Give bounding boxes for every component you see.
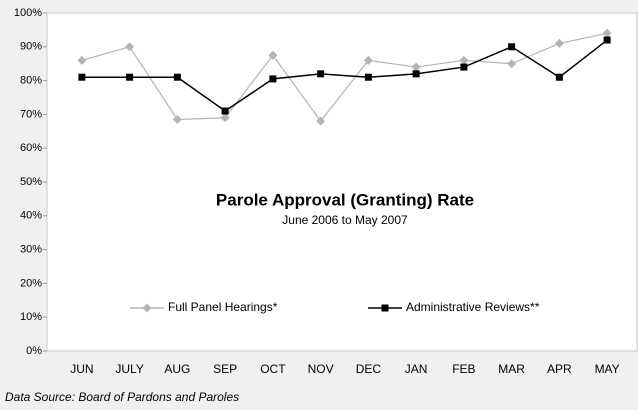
series-line bbox=[81, 39, 608, 112]
marker bbox=[172, 114, 182, 124]
x-tick-label: OCT bbox=[260, 362, 286, 376]
x-tick-label: APR bbox=[547, 362, 572, 376]
x-tick-label: FEB bbox=[452, 362, 475, 376]
x-tick-label: NOV bbox=[308, 362, 334, 376]
legend-label: Full Panel Hearings* bbox=[168, 300, 278, 314]
y-tick-label: 20% bbox=[20, 277, 42, 289]
marker bbox=[554, 38, 564, 48]
marker bbox=[173, 73, 181, 81]
plot-area bbox=[46, 12, 638, 352]
y-tick-label: 100% bbox=[14, 7, 42, 19]
marker bbox=[77, 55, 87, 65]
source-note: Data Source: Board of Pardons and Parole… bbox=[5, 390, 239, 404]
marker bbox=[269, 75, 277, 83]
y-tick-label: 40% bbox=[20, 210, 42, 222]
marker bbox=[316, 116, 326, 126]
marker bbox=[602, 28, 612, 38]
marker bbox=[411, 62, 421, 72]
marker bbox=[507, 59, 517, 69]
marker bbox=[412, 70, 420, 78]
marker bbox=[142, 303, 152, 313]
marker bbox=[317, 70, 325, 78]
marker bbox=[363, 55, 373, 65]
marker bbox=[508, 43, 516, 51]
marker bbox=[268, 50, 278, 60]
x-tick-label: AUG bbox=[164, 362, 190, 376]
legend-label: Administrative Reviews** bbox=[406, 300, 540, 314]
x-tick-label: JULY bbox=[115, 362, 143, 376]
marker bbox=[364, 73, 372, 81]
marker bbox=[220, 113, 230, 123]
x-tick-label: JAN bbox=[405, 362, 428, 376]
marker bbox=[459, 55, 469, 65]
x-tick-label: MAR bbox=[498, 362, 525, 376]
y-tick-label: 10% bbox=[20, 311, 42, 323]
chart-subtitle: June 2006 to May 2007 bbox=[282, 213, 408, 227]
y-tick-label: 80% bbox=[20, 75, 42, 87]
marker bbox=[126, 73, 134, 81]
x-tick-label: JUN bbox=[70, 362, 93, 376]
y-tick-label: 50% bbox=[20, 176, 42, 188]
marker bbox=[460, 63, 468, 71]
marker bbox=[555, 73, 563, 81]
marker bbox=[221, 107, 229, 115]
x-tick-label: DEC bbox=[356, 362, 382, 376]
y-tick-label: 0% bbox=[26, 345, 42, 357]
series-line bbox=[81, 32, 608, 123]
chart-title: Parole Approval (Granting) Rate bbox=[216, 190, 474, 209]
marker bbox=[125, 42, 135, 52]
legend-box bbox=[95, 296, 595, 320]
x-tick-label: MAY bbox=[595, 362, 620, 376]
marker bbox=[78, 73, 86, 81]
y-tick-label: 90% bbox=[20, 41, 42, 53]
marker bbox=[603, 36, 611, 44]
y-tick-label: 30% bbox=[20, 244, 42, 256]
y-tick-label: 70% bbox=[20, 108, 42, 120]
x-tick-label: SEP bbox=[213, 362, 237, 376]
y-tick-label: 60% bbox=[20, 142, 42, 154]
marker bbox=[381, 304, 389, 312]
